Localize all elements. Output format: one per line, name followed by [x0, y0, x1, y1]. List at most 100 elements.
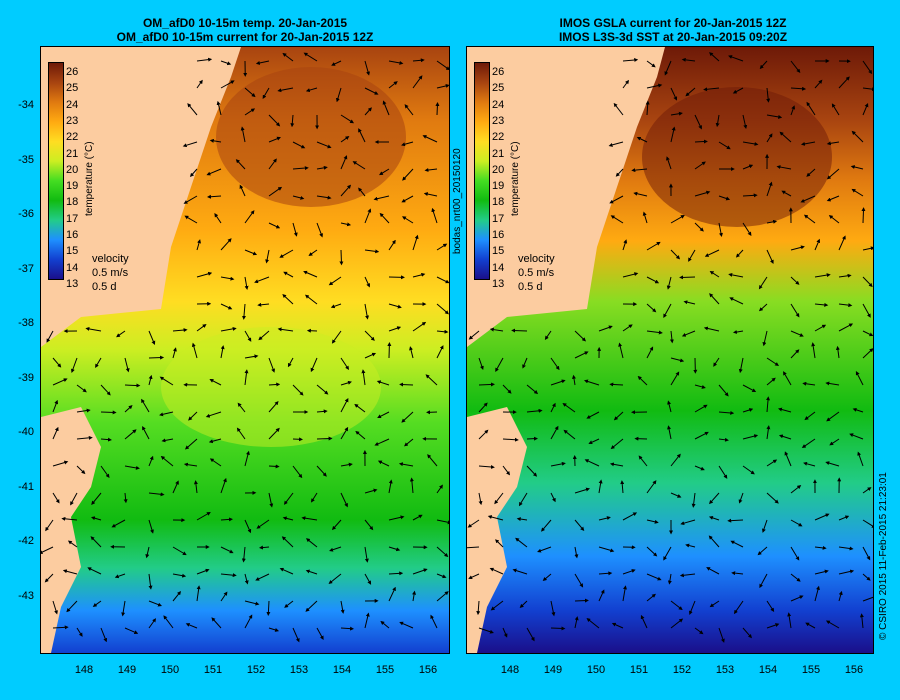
velocity-arrow — [622, 324, 633, 332]
velocity-arrow — [742, 222, 752, 236]
velocity-arrow — [598, 589, 605, 602]
velocity-arrow — [703, 87, 720, 92]
colorbar-tick-label: 13 — [492, 277, 505, 290]
velocity-arrow — [364, 546, 369, 563]
velocity-arrow — [279, 567, 294, 575]
velocity-arrow — [766, 87, 771, 103]
velocity-arrow — [851, 130, 864, 143]
velocity-arrow — [412, 58, 425, 63]
velocity-arrow — [550, 425, 559, 440]
velocity-arrow — [550, 357, 560, 371]
velocity-arrow — [148, 330, 156, 346]
velocity-arrow — [670, 87, 678, 101]
velocity-arrow — [742, 141, 759, 146]
velocity-arrow — [646, 573, 662, 581]
velocity-arrow — [258, 545, 270, 550]
velocity-arrow — [718, 627, 725, 643]
velocity-arrow — [468, 573, 480, 580]
velocity-arrow — [862, 303, 871, 318]
velocity-arrow — [244, 600, 260, 606]
velocity-arrow — [435, 101, 440, 116]
velocity-arrow — [206, 194, 222, 199]
velocity-arrow — [742, 627, 752, 639]
velocity-arrow — [305, 600, 318, 612]
velocity-arrow — [379, 168, 390, 176]
velocity-arrow — [862, 60, 873, 75]
velocity-arrow — [401, 411, 414, 423]
velocity-arrow — [376, 380, 390, 386]
velocity-arrow — [757, 546, 768, 556]
velocity-arrow — [583, 379, 600, 386]
velocity-arrow — [316, 165, 328, 170]
velocity-arrow — [862, 596, 873, 602]
velocity-arrow — [148, 519, 154, 534]
velocity-arrow — [574, 519, 585, 531]
velocity-arrow — [310, 357, 318, 373]
velocity-arrow — [244, 369, 249, 386]
velocity-arrow — [542, 573, 552, 582]
velocity-arrow — [209, 138, 222, 143]
velocity-arrow — [220, 60, 232, 66]
velocity-arrow — [52, 357, 62, 368]
velocity-arrow — [364, 107, 372, 116]
velocity-arrow — [515, 537, 528, 548]
velocity-arrow — [364, 303, 370, 320]
velocity-arrow — [814, 79, 823, 89]
velocity-arrow — [292, 141, 306, 149]
velocity-arrow — [862, 519, 873, 529]
velocity-time: 0.5 d — [92, 281, 117, 293]
velocity-arrow — [380, 620, 390, 629]
velocity-arrow — [196, 239, 201, 251]
velocity-arrow — [364, 519, 374, 531]
velocity-arrow — [814, 324, 827, 332]
velocity-arrow — [281, 536, 294, 548]
warm-eddy — [216, 67, 406, 207]
velocity-arrow — [316, 141, 332, 149]
velocity-arrow — [124, 429, 137, 440]
colorbar-tick-label: 13 — [66, 277, 79, 290]
velocity-arrow — [670, 215, 685, 224]
velocity-arrow — [205, 411, 222, 418]
velocity-arrow — [76, 627, 83, 637]
colorbar-tick-label: 19 — [66, 180, 79, 193]
velocity-arrow — [838, 546, 854, 551]
velocity-arrow — [537, 546, 552, 553]
velocity-arrow — [859, 613, 864, 629]
velocity-arrow — [609, 462, 624, 467]
velocity-arrow — [183, 195, 198, 204]
velocity-arrow — [358, 128, 366, 143]
x-tick-label: 152 — [672, 664, 692, 676]
velocity-arrow — [766, 181, 773, 197]
velocity-arrow — [148, 355, 165, 360]
x-tick-label: 149 — [543, 664, 563, 676]
velocity-arrow — [731, 571, 744, 576]
colorbar-tick-label: 23 — [66, 114, 79, 127]
velocity-arrow — [244, 519, 252, 534]
velocity-arrow — [838, 515, 850, 521]
velocity-arrow — [244, 330, 252, 342]
right-panel-title: IMOS GSLA current for 20-Jan-2015 12Z IM… — [468, 16, 878, 44]
right-title-line2: IMOS L3S-3d SST at 20-Jan-2015 09:20Z — [558, 30, 788, 44]
velocity-arrow — [738, 357, 744, 374]
velocity-arrow — [814, 513, 830, 521]
velocity-arrow — [862, 348, 873, 359]
velocity-arrow — [622, 57, 639, 62]
velocity-arrow — [790, 105, 796, 116]
velocity-arrow — [709, 52, 720, 62]
right-colorbar — [474, 62, 490, 280]
velocity-arrow — [76, 435, 93, 440]
velocity-arrow — [187, 103, 198, 116]
velocity-arrow — [742, 164, 754, 170]
velocity-arrow — [670, 126, 676, 143]
velocity-arrow — [622, 512, 638, 521]
colorbar-tick-label: 22 — [492, 131, 505, 144]
velocity-arrow — [495, 539, 504, 548]
velocity-arrow — [790, 60, 801, 74]
right-map-panel — [466, 46, 874, 654]
velocity-arrow — [328, 276, 342, 286]
velocity-arrow — [172, 591, 182, 602]
velocity-arrow — [790, 546, 800, 561]
velocity-arrow — [216, 100, 222, 116]
velocity-arrow — [427, 454, 438, 467]
velocity-arrow — [316, 465, 327, 477]
